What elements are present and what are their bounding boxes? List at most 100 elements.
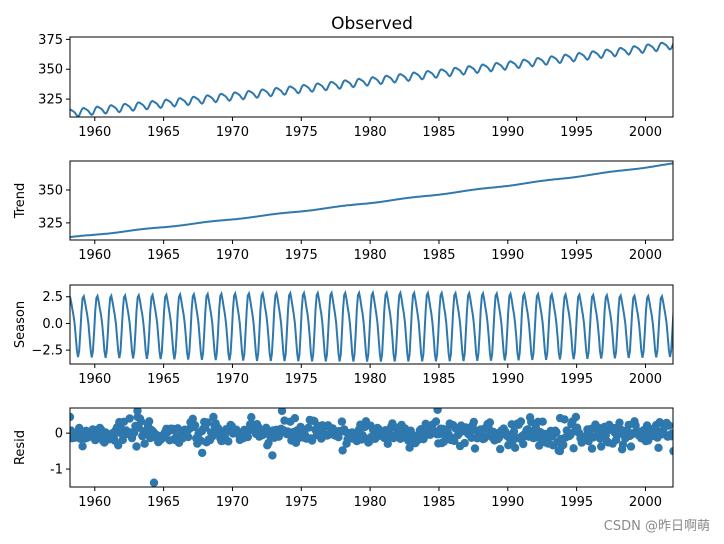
resid-point	[485, 418, 495, 427]
resid-outlier-point	[198, 448, 207, 458]
season-series-line	[70, 289, 673, 362]
resid-outlier-point	[555, 413, 565, 423]
x-tick-label: 2000	[629, 125, 662, 140]
resid-point	[509, 427, 519, 436]
x-tick-label: 2000	[629, 372, 662, 387]
resid-point	[668, 429, 673, 438]
x-tick-label: 1990	[491, 248, 524, 263]
resid-point	[383, 439, 392, 448]
resid-point	[615, 418, 624, 427]
y-tick-label: 375	[38, 33, 63, 48]
x-tick-label: 1960	[78, 495, 111, 510]
x-tick-label: 1975	[285, 372, 318, 387]
resid-point	[136, 417, 146, 426]
resid-point	[626, 442, 636, 451]
x-tick-label: 1970	[216, 495, 249, 510]
resid-point	[460, 438, 469, 448]
x-tick-label: 1970	[216, 372, 249, 387]
x-tick-label: 1960	[78, 248, 111, 263]
resid-point	[224, 437, 233, 446]
resid-points	[70, 408, 673, 487]
resid-point	[571, 412, 581, 422]
x-tick-label: 1980	[354, 248, 387, 263]
resid-outlier-point	[268, 451, 277, 460]
y-tick-label: 350	[38, 63, 63, 78]
resid-point	[188, 414, 197, 423]
y-tick-label: 325	[38, 216, 63, 231]
trend-series-line	[70, 162, 673, 239]
x-tick-label: 1990	[491, 495, 524, 510]
observed-axes-frame	[69, 36, 674, 118]
x-tick-label: 2000	[629, 495, 662, 510]
x-tick-label: 1985	[422, 495, 455, 510]
x-tick-label: 1980	[354, 495, 387, 510]
resid-point	[337, 417, 347, 426]
x-tick-label: 1985	[422, 248, 455, 263]
resid-point	[470, 444, 480, 453]
x-tick-label: 1970	[216, 248, 249, 263]
x-tick-label: 1985	[422, 125, 455, 140]
resid-outlier-point	[149, 478, 159, 487]
resid-point	[304, 423, 313, 432]
resid-point	[516, 417, 526, 426]
resid-point	[510, 443, 520, 452]
resid-point	[118, 435, 128, 445]
x-tick-label: 1995	[560, 372, 593, 387]
resid-point	[527, 417, 536, 427]
resid-point	[552, 427, 561, 437]
y-tick-label: 325	[38, 93, 63, 108]
resid-point	[664, 421, 673, 430]
resid-point	[78, 442, 87, 451]
observed-series-line	[70, 41, 673, 117]
resid-point	[290, 414, 300, 423]
resid-point	[140, 439, 149, 448]
resid-point	[496, 444, 505, 454]
resid-point	[132, 442, 141, 451]
x-tick-label: 1995	[560, 125, 593, 140]
resid-point	[669, 446, 673, 456]
resid-point	[405, 443, 414, 452]
resid-point	[538, 417, 547, 426]
resid-point	[654, 443, 663, 452]
resid-outlier-point	[338, 446, 347, 455]
x-tick-label: 1965	[147, 372, 180, 387]
x-tick-label: 1965	[147, 495, 180, 510]
x-tick-label: 1960	[78, 125, 111, 140]
resid-point	[439, 437, 449, 446]
x-tick-label: 1975	[285, 248, 318, 263]
panel-resid: 1960 1965 1970 1975 1980 1985 1990 1995 2000 0 -1 R…	[13, 407, 674, 510]
y-tick-label: -1	[50, 463, 63, 478]
resid-point	[523, 425, 532, 434]
resid-point	[190, 421, 200, 430]
x-tick-label: 1965	[147, 248, 180, 263]
resid-point	[519, 439, 528, 449]
panel-season: 1960 1965 1970 1975 1980 1985 1990 1995 2000 2.5 0…	[13, 284, 674, 387]
trend-ylabel: Trend	[13, 183, 28, 220]
resid-point	[569, 444, 578, 453]
resid-point	[203, 418, 212, 427]
x-tick-label: 1985	[422, 372, 455, 387]
resid-point	[125, 414, 134, 423]
trend-axes-frame	[69, 160, 674, 241]
x-tick-label: 1960	[78, 372, 111, 387]
panel-trend: 1960 1965 1970 1975 1980 1985 1990 1995 2000 325 3…	[13, 160, 674, 263]
x-tick-label: 1990	[491, 125, 524, 140]
resid-point	[184, 432, 193, 442]
resid-point	[469, 417, 478, 427]
resid-point	[209, 412, 218, 422]
x-tick-label: 1980	[354, 125, 387, 140]
y-tick-label: 350	[38, 183, 63, 198]
x-tick-label: 1965	[147, 125, 180, 140]
y-tick-label: 0.0	[42, 317, 63, 332]
resid-point	[243, 432, 252, 442]
resid-point	[431, 417, 441, 426]
x-tick-label: 1975	[285, 125, 318, 140]
panel-observed: 1960 1965 1970 1975 1980 1985 1990 1995 2000 325 3…	[38, 33, 674, 140]
resid-point	[597, 442, 606, 451]
x-tick-label: 2000	[629, 248, 662, 263]
resid-point	[247, 413, 256, 422]
x-tick-label: 1990	[491, 372, 524, 387]
y-tick-label: −2.5	[31, 344, 63, 359]
season-axes-frame	[69, 284, 674, 365]
